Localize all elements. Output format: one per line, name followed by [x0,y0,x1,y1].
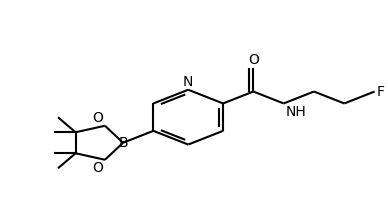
Text: NH: NH [286,105,306,119]
Text: F: F [376,84,385,99]
Text: O: O [92,111,103,125]
Text: O: O [92,161,103,175]
Text: O: O [248,53,259,66]
Text: N: N [183,75,193,89]
Text: B: B [118,136,128,150]
